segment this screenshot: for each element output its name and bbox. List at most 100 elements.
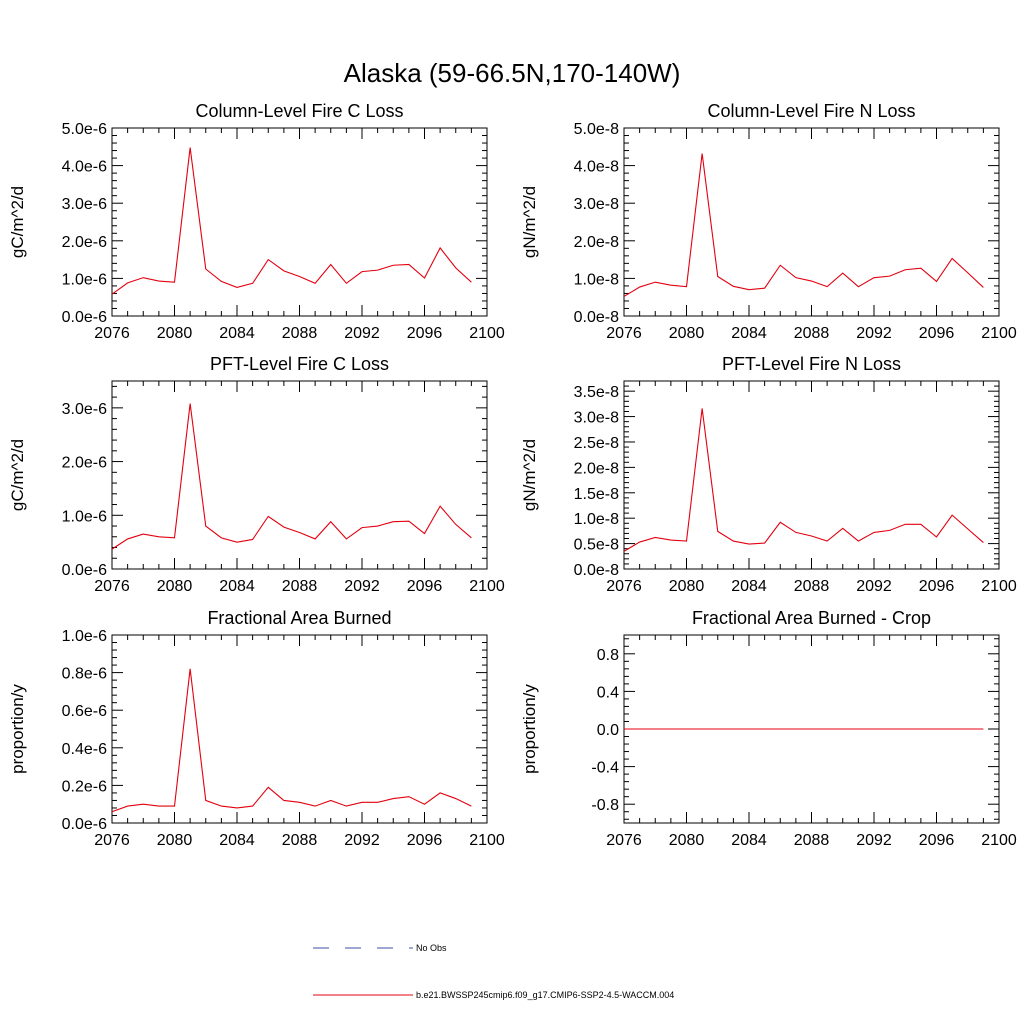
- y-tick-label: 0.0e-8: [574, 309, 619, 326]
- plot-frame: [623, 127, 1000, 317]
- x-tick-label: 2076: [606, 325, 642, 342]
- legend: No Obs b.e21.BWSSP245cmip6.f09_g17.CMIP6…: [313, 943, 674, 1000]
- x-tick-label: 2100: [981, 325, 1017, 342]
- y-tick-label: 5.0e-8: [574, 121, 619, 138]
- y-tick-label: 2.0e-6: [62, 234, 107, 251]
- x-tick-label: 2084: [219, 832, 255, 849]
- y-axis-label: gN/m^2/d: [520, 186, 539, 258]
- panel-pft-fire-c: PFT-Level Fire C Loss gC/m^2/d 2076 2080 208…: [8, 354, 505, 595]
- y-tick-label: 1.0e-8: [574, 511, 619, 528]
- x-tick-label: 2084: [731, 578, 767, 595]
- x-tick-label: 2088: [282, 578, 318, 595]
- x-tick-label: 2092: [856, 325, 892, 342]
- series-line: [623, 408, 984, 552]
- y-tick-label: 0.6e-6: [62, 703, 107, 720]
- y-tick-label: 1.0e-8: [574, 271, 619, 288]
- series-line: [623, 153, 984, 297]
- x-tick-label: 2080: [669, 578, 705, 595]
- panel-frac-area-burned-crop: Fractional Area Burned - Crop proportion/…: [520, 608, 1017, 849]
- series-line: [111, 668, 472, 813]
- x-tick-label: 2076: [606, 832, 642, 849]
- y-tick-label: 0.0e-6: [62, 562, 107, 579]
- x-tick-label: 2100: [469, 578, 505, 595]
- x-tick-label: 2096: [407, 832, 443, 849]
- x-tick-label: 2092: [344, 325, 380, 342]
- y-tick-label: 0.5e-8: [574, 537, 619, 554]
- plot-frame: [111, 634, 488, 824]
- x-tick-label: 2092: [856, 832, 892, 849]
- x-tick-label: 2076: [94, 578, 130, 595]
- y-axis-label: gC/m^2/d: [8, 439, 27, 511]
- y-tick-label: 0.0e-6: [62, 309, 107, 326]
- y-tick-label: -0.4: [591, 760, 619, 777]
- x-tick-label: 2088: [282, 325, 318, 342]
- panel-pft-fire-n: PFT-Level Fire N Loss gN/m^2/d 2076 2080 208…: [520, 354, 1017, 595]
- x-tick-label: 2096: [407, 325, 443, 342]
- y-tick-label: 3.0e-8: [574, 196, 619, 213]
- x-tick-label: 2100: [981, 832, 1017, 849]
- legend-label-no-obs: No Obs: [416, 943, 447, 953]
- panel-title: Column-Level Fire N Loss: [707, 101, 915, 121]
- plot-frame: [111, 127, 488, 317]
- y-axis-label: proportion/y: [520, 684, 539, 774]
- y-axis-label: proportion/y: [8, 684, 27, 774]
- y-tick-label: 0.2e-6: [62, 778, 107, 795]
- x-tick-label: 2084: [219, 578, 255, 595]
- y-tick-label: 3.0e-6: [62, 401, 107, 418]
- x-tick-label: 2096: [919, 832, 955, 849]
- y-tick-label: 2.0e-8: [574, 234, 619, 251]
- x-tick-label: 2080: [669, 325, 705, 342]
- y-tick-label: 1.5e-8: [574, 486, 619, 503]
- figure-title: Alaska (59-66.5N,170-140W): [344, 58, 681, 88]
- x-tick-label: 2084: [731, 832, 767, 849]
- y-tick-label: -0.8: [591, 797, 619, 814]
- x-tick-label: 2080: [157, 832, 193, 849]
- x-tick-label: 2096: [407, 578, 443, 595]
- y-tick-label: 4.0e-8: [574, 159, 619, 176]
- panel-frac-area-burned: Fractional Area Burned proportion/y 2076 20…: [8, 608, 505, 849]
- y-tick-label: 3.0e-8: [574, 410, 619, 427]
- panel-title: Fractional Area Burned - Crop: [692, 608, 931, 628]
- x-tick-label: 2088: [794, 578, 830, 595]
- x-tick-label: 2088: [794, 832, 830, 849]
- x-tick-label: 2088: [282, 832, 318, 849]
- x-tick-label: 2088: [794, 325, 830, 342]
- y-tick-label: 0.4e-6: [62, 741, 107, 758]
- x-tick-label: 2076: [94, 325, 130, 342]
- x-tick-label: 2076: [606, 578, 642, 595]
- x-tick-label: 2084: [219, 325, 255, 342]
- x-tick-label: 2076: [94, 832, 130, 849]
- y-tick-label: 2.5e-8: [574, 435, 619, 452]
- series-line: [111, 147, 472, 295]
- y-axis-label: gN/m^2/d: [520, 439, 539, 511]
- panel-title: Column-Level Fire C Loss: [195, 101, 403, 121]
- panel-title: PFT-Level Fire C Loss: [210, 354, 389, 374]
- y-tick-label: 0.8: [597, 647, 619, 664]
- plot-frame: [111, 380, 488, 570]
- x-tick-label: 2100: [469, 325, 505, 342]
- y-tick-label: 0.0e-6: [62, 816, 107, 833]
- panel-title: PFT-Level Fire N Loss: [722, 354, 901, 374]
- legend-label-model-run: b.e21.BWSSP245cmip6.f09_g17.CMIP6-SSP2-4…: [416, 990, 674, 1000]
- x-tick-label: 2084: [731, 325, 767, 342]
- y-tick-label: 3.0e-6: [62, 196, 107, 213]
- x-tick-label: 2080: [157, 325, 193, 342]
- y-tick-label: 3.5e-8: [574, 384, 619, 401]
- x-tick-label: 2080: [157, 578, 193, 595]
- x-tick-label: 2092: [344, 578, 380, 595]
- x-tick-label: 2100: [981, 578, 1017, 595]
- x-tick-label: 2092: [856, 578, 892, 595]
- series-line: [111, 403, 472, 550]
- y-tick-label: 2.0e-6: [62, 455, 107, 472]
- panel-col-fire-n: Column-Level Fire N Loss gN/m^2/d 2076 2080…: [520, 101, 1017, 342]
- x-tick-label: 2080: [669, 832, 705, 849]
- y-tick-label: 0.0: [597, 722, 619, 739]
- y-tick-label: 2.0e-8: [574, 460, 619, 477]
- x-tick-label: 2092: [344, 832, 380, 849]
- y-tick-label: 5.0e-6: [62, 121, 107, 138]
- y-tick-label: 1.0e-6: [62, 508, 107, 525]
- y-tick-label: 0.4: [597, 684, 619, 701]
- x-tick-label: 2096: [919, 325, 955, 342]
- x-tick-label: 2100: [469, 832, 505, 849]
